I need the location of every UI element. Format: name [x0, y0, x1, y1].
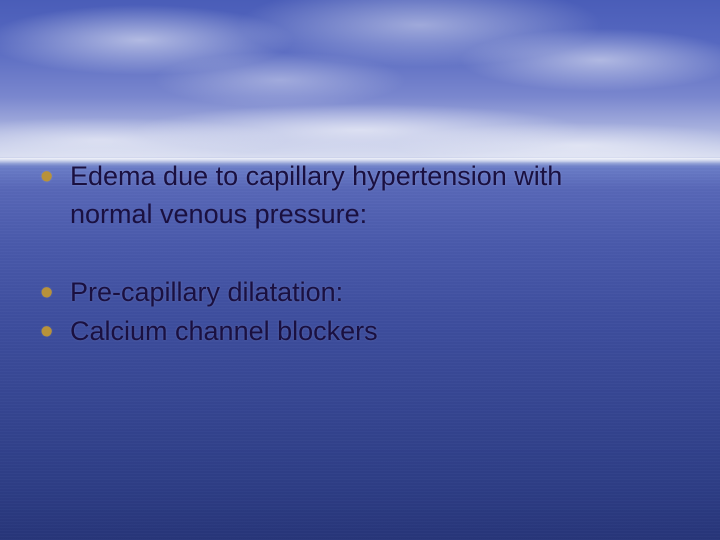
slide: Edema due to capillary hypertension with…: [0, 0, 720, 540]
bullet-1-line2: normal venous pressure:: [70, 199, 367, 229]
slide-content: Edema due to capillary hypertension with…: [36, 160, 684, 355]
bullet-3-text: Calcium channel blockers: [70, 316, 378, 346]
bullet-1-line1: Edema due to capillary hypertension with: [70, 161, 562, 191]
bullet-3: Calcium channel blockers: [36, 315, 684, 349]
bullet-2-text: Pre-capillary dilatation:: [70, 277, 343, 307]
bullet-1-line2-wrap: normal venous pressure:: [36, 198, 684, 232]
bullet-1: Edema due to capillary hypertension with: [36, 160, 684, 194]
spacer: [36, 238, 684, 276]
sky-background: [0, 0, 720, 162]
bullet-2: Pre-capillary dilatation:: [36, 276, 684, 310]
